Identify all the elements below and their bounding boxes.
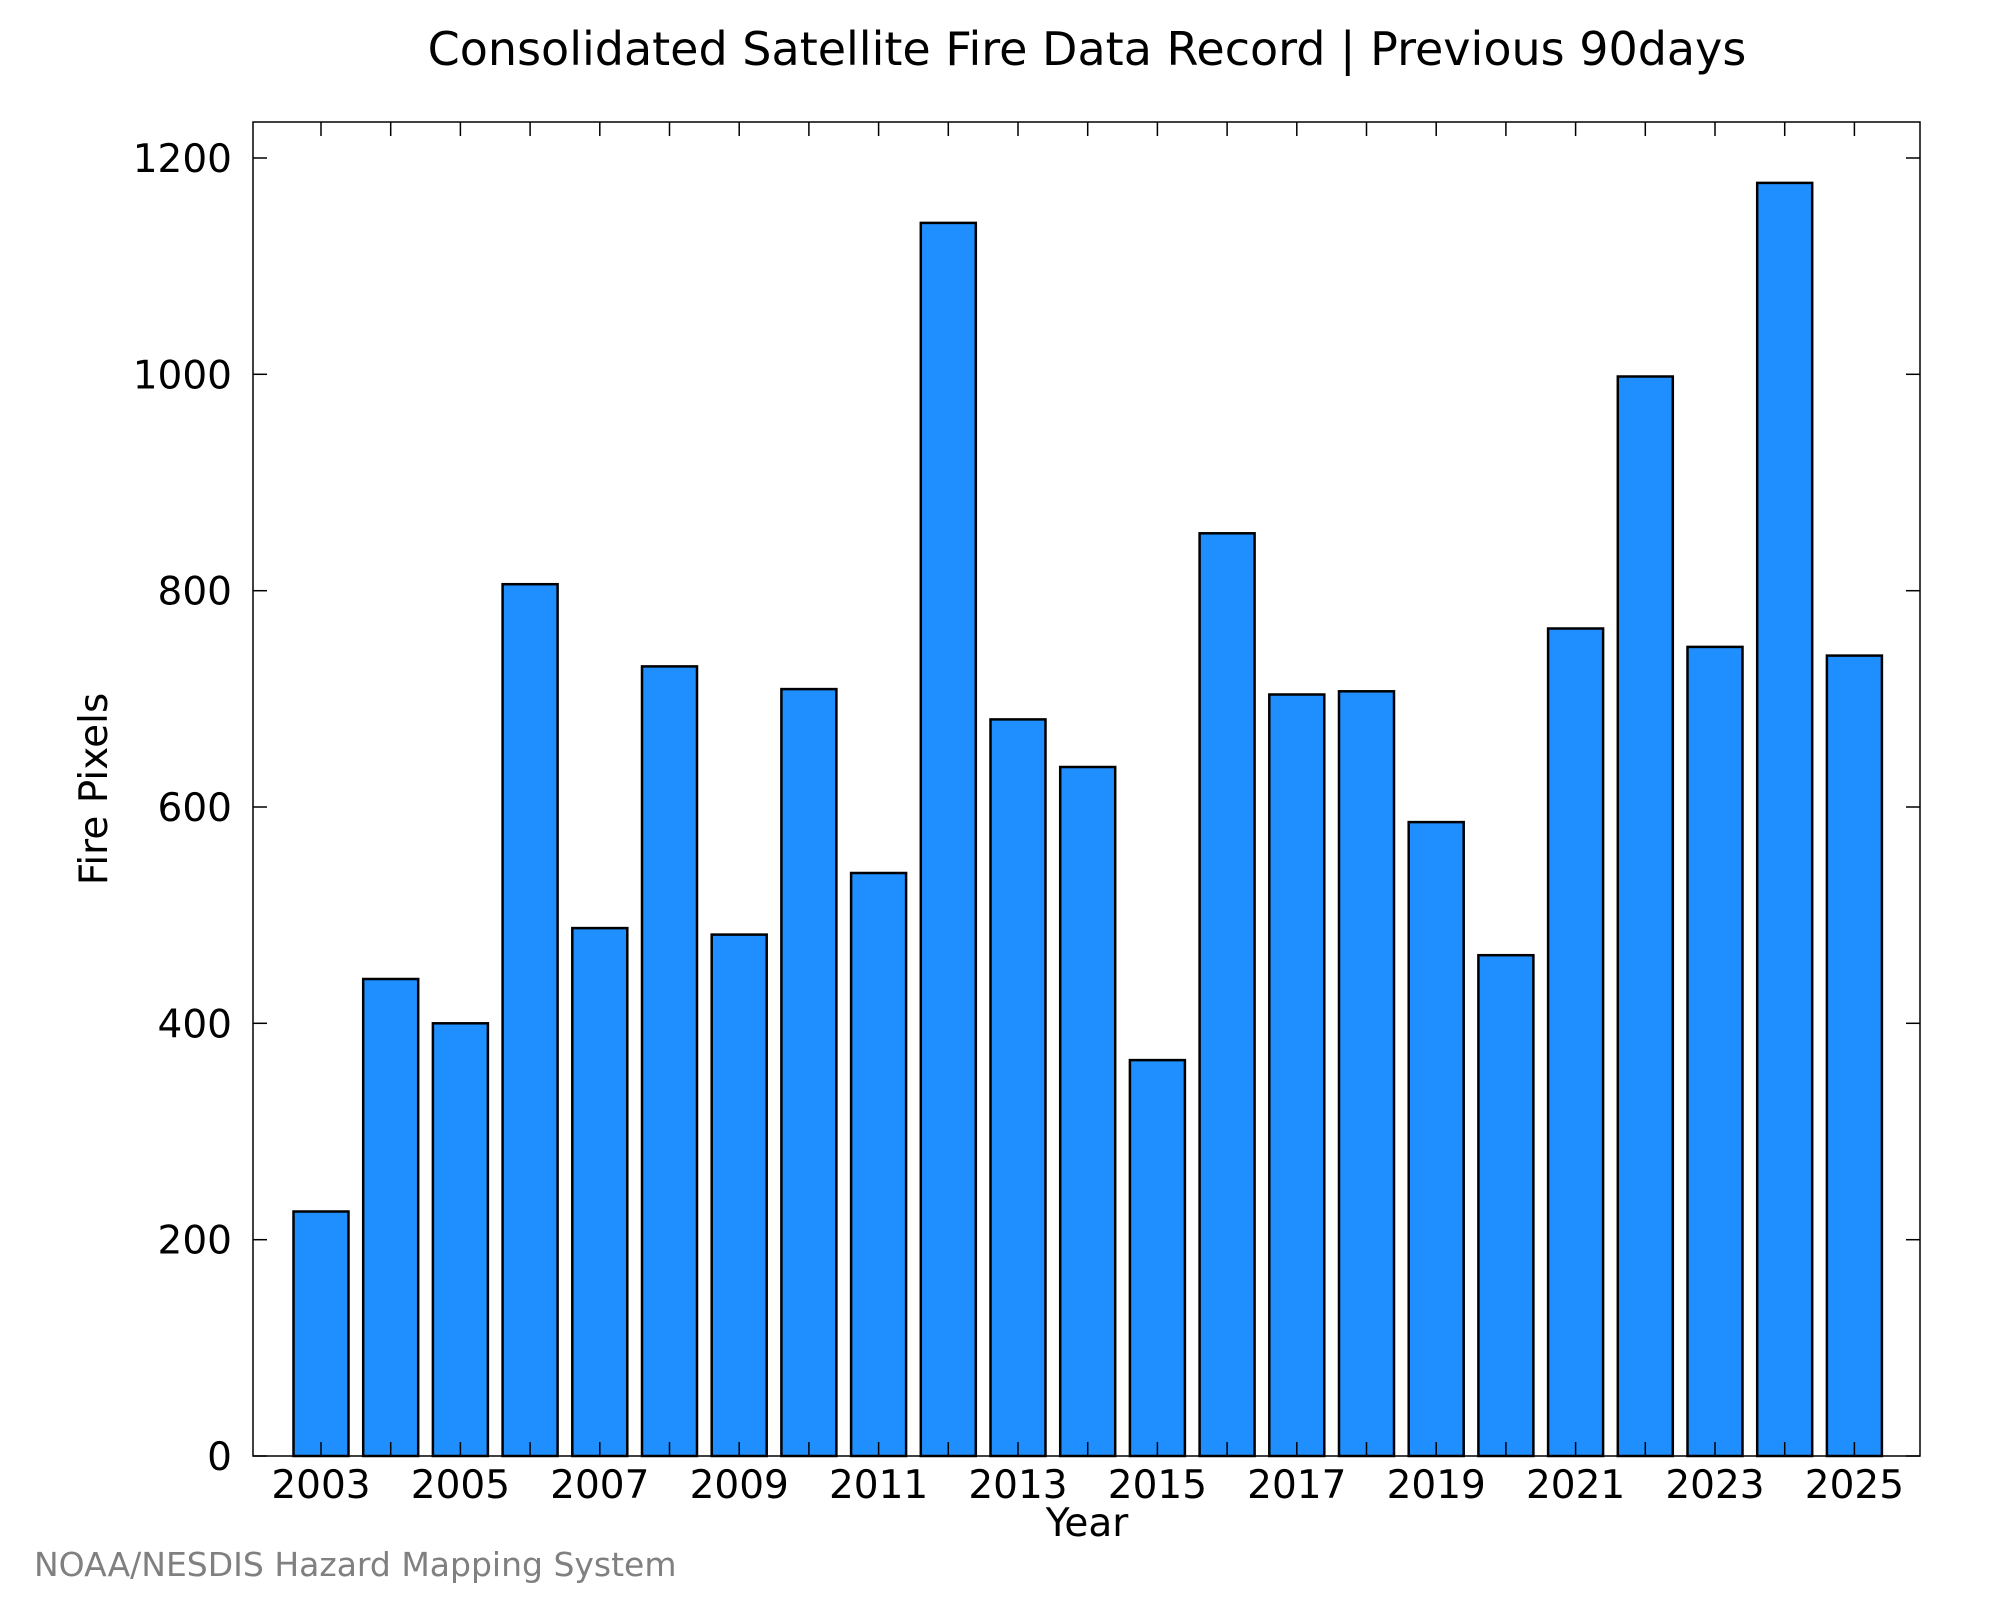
bar-2018 xyxy=(1337,690,1396,1458)
bar-2015 xyxy=(1128,1058,1187,1458)
x-tick-label-2009: 2009 xyxy=(690,1463,789,1508)
bar-2013 xyxy=(989,718,1047,1458)
y-tick-label-800: 800 xyxy=(158,570,232,615)
ticks-layer: 2003 2005 2007 2009 2011 2013 2015 2017 2019 2021… xyxy=(133,122,1920,1508)
y-tick-label-400: 400 xyxy=(158,1002,232,1047)
bar-2006 xyxy=(501,582,559,1458)
x-tick-label-2023: 2023 xyxy=(1665,1463,1764,1508)
bar-2025 xyxy=(1825,654,1884,1458)
credit-text: NOAA/NESDIS Hazard Mapping System xyxy=(34,1545,677,1584)
bar-2010 xyxy=(780,687,838,1458)
bar-2020 xyxy=(1477,953,1535,1458)
bar-2024 xyxy=(1755,181,1814,1458)
bars-layer xyxy=(292,181,1884,1458)
bar-2016 xyxy=(1198,532,1256,1458)
x-tick-label-2021: 2021 xyxy=(1526,1463,1625,1508)
x-tick-label-2011: 2011 xyxy=(829,1463,928,1508)
bar-2011 xyxy=(849,871,908,1458)
y-tick-label-0: 0 xyxy=(207,1435,232,1480)
bar-2007 xyxy=(571,926,629,1458)
x-tick-label-2005: 2005 xyxy=(411,1463,510,1508)
bar-2014 xyxy=(1058,765,1117,1458)
x-tick-label-2025: 2025 xyxy=(1805,1463,1904,1508)
bar-2022 xyxy=(1616,375,1675,1458)
bar-2003 xyxy=(292,1210,350,1458)
y-axis-label: Fire Pixels xyxy=(72,693,117,886)
bar-2023 xyxy=(1686,645,1744,1458)
x-tick-label-2003: 2003 xyxy=(271,1463,370,1508)
y-tick-label-1200: 1200 xyxy=(133,137,232,182)
bar-2017 xyxy=(1268,693,1326,1458)
bar-2012 xyxy=(919,221,978,1458)
x-axis-label: Year xyxy=(1045,1501,1130,1546)
x-tick-label-2015: 2015 xyxy=(1108,1463,1207,1508)
bar-2009 xyxy=(710,933,768,1458)
y-tick-label-200: 200 xyxy=(158,1219,232,1264)
x-tick-label-2019: 2019 xyxy=(1387,1463,1486,1508)
bar-2008 xyxy=(640,665,699,1458)
chart-title: Consolidated Satellite Fire Data Record … xyxy=(428,22,1747,77)
x-tick-label-2007: 2007 xyxy=(550,1463,649,1508)
x-tick-label-2017: 2017 xyxy=(1247,1463,1346,1508)
y-tick-label-600: 600 xyxy=(158,786,232,831)
y-tick-label-1000: 1000 xyxy=(133,353,232,398)
bar-2005 xyxy=(431,1022,490,1458)
bar-2004 xyxy=(361,977,420,1458)
bar-2021 xyxy=(1546,627,1605,1458)
bar-2019 xyxy=(1407,820,1465,1458)
x-tick-label-2013: 2013 xyxy=(968,1463,1067,1508)
